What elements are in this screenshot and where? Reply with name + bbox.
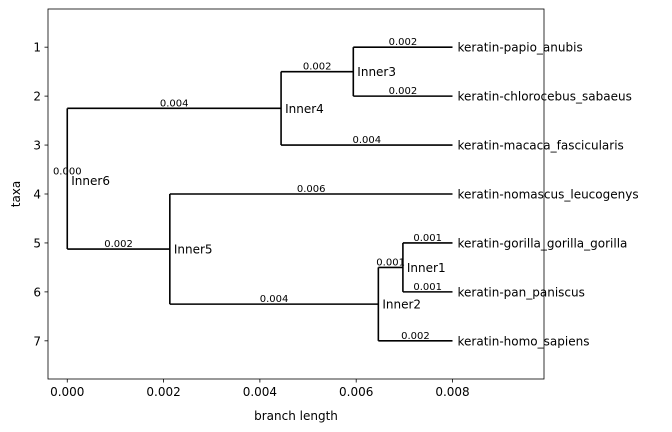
leaf-label: keratin-chlorocebus_sabaeus — [458, 90, 632, 104]
internal-node-label: Inner5 — [174, 243, 213, 257]
x-tick-label: 0.006 — [339, 385, 373, 399]
branch-length-label: 0.002 — [389, 37, 418, 48]
branch-length-label: 0.001 — [376, 257, 405, 268]
leaf-label: keratin-homo_sapiens — [458, 334, 590, 348]
branch-length-label: 0.001 — [413, 233, 442, 244]
y-tick-label: 7 — [33, 334, 41, 348]
leaf-label: keratin-macaca_fascicularis — [458, 139, 624, 153]
x-axis-label: branch length — [254, 409, 338, 423]
leaf-label: keratin-papio_anubis — [458, 41, 583, 55]
y-tick-label: 5 — [33, 236, 41, 250]
branch-length-label: 0.004 — [260, 294, 289, 305]
y-tick-label: 3 — [33, 139, 41, 153]
x-tick-label: 0.002 — [146, 385, 180, 399]
y-tick-label: 6 — [33, 285, 41, 299]
internal-node-label: Inner6 — [71, 174, 110, 188]
branch-length-label: 0.004 — [160, 98, 189, 109]
x-tick-label: 0.000 — [50, 385, 84, 399]
branch-length-label: 0.002 — [389, 86, 418, 97]
y-axis-label: taxa — [9, 181, 23, 208]
leaf-label: keratin-pan_paniscus — [458, 285, 585, 299]
internal-node-label: Inner3 — [357, 65, 396, 79]
branch-length-label: 0.002 — [401, 331, 430, 342]
branch-length-label: 0.006 — [297, 184, 326, 195]
branch-length-label: 0.001 — [413, 282, 442, 293]
internal-node-label: Inner1 — [407, 261, 446, 275]
branch-length-label: 0.002 — [303, 62, 332, 73]
y-tick-label: 1 — [33, 41, 41, 55]
x-tick-label: 0.004 — [243, 385, 277, 399]
leaf-label: keratin-gorilla_gorilla_gorilla — [458, 236, 628, 250]
y-tick-label: 4 — [33, 188, 41, 202]
internal-node-label: Inner4 — [285, 102, 324, 116]
branch-length-label: 0.004 — [352, 135, 381, 146]
root-branch-length-label: 0.000 — [53, 166, 82, 177]
internal-node-label: Inner2 — [382, 298, 421, 312]
leaf-label: keratin-nomascus_leucogenys — [458, 188, 639, 202]
branch-length-label: 0.002 — [104, 239, 133, 250]
x-tick-label: 0.008 — [435, 385, 469, 399]
y-tick-label: 2 — [33, 90, 41, 104]
